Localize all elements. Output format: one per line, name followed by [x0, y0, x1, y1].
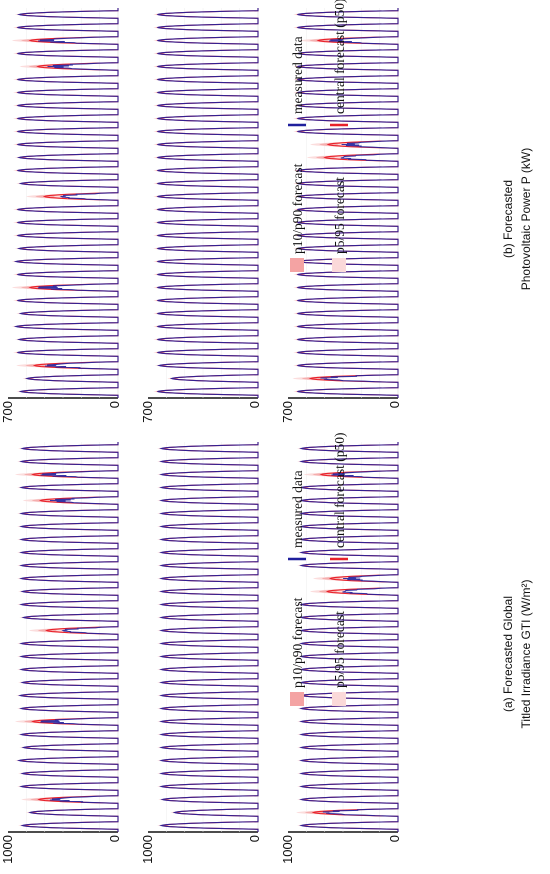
- panel-b-row-1-tick-max: 700: [0, 401, 15, 423]
- legend-b-swatch-p5p95: [332, 258, 346, 272]
- legend-a-item-p10p90: p10/p90 forecast: [290, 597, 305, 706]
- caption-a-line2: Titled Irradiance GTI (W/m²): [519, 580, 533, 729]
- panel-b-row-2: 700 0: [140, 8, 262, 423]
- panel-a-row-3: 1000 0: [280, 442, 402, 864]
- caption-b-line2: Photovoltaic Power P (kW): [519, 148, 533, 291]
- legend-a-swatch-p10p90: [290, 692, 304, 706]
- panel-a-row-2-line-p50: [160, 442, 259, 832]
- panel-a-row-1-tick-max: 1000: [0, 835, 15, 864]
- legend-b-item-p5p95: p5/95 forecast: [332, 177, 347, 272]
- panel-a-row-2-tick-max: 1000: [140, 835, 155, 864]
- legend-a-item-measured: measured data: [288, 470, 306, 561]
- panel-a-row-3-tick-max: 1000: [280, 835, 295, 864]
- panel-b-row-1-tick-min: 0: [107, 401, 122, 408]
- legend-b-item-p50: central forecast (p50): [330, 0, 348, 127]
- panel-a-row-1: 1000 0: [0, 442, 122, 864]
- panel-b-row-2-band-p10p90: [155, 8, 258, 398]
- panel-a-row-1-line-measured: [16, 442, 119, 832]
- panel-a-row-3-line-p50: [300, 442, 399, 832]
- panel-b-row-3: 700 0: [280, 8, 402, 423]
- legend-panel-b: p5/95 forecast p10/p90 forecast central fo…: [288, 0, 348, 272]
- legend-b-item-p10p90: p10/p90 forecast: [290, 163, 305, 272]
- panel-b-pv-power: 700 0 700 0 700 0: [0, 8, 402, 423]
- legend-a-swatch-p5p95: [332, 692, 346, 706]
- panel-b-row-3-line-p50: [296, 8, 399, 398]
- legend-b-label-p50: central forecast (p50): [332, 0, 347, 114]
- panel-a-row-2-band-p5p95: [157, 442, 258, 832]
- panel-b-row-2-band-p5p95: [153, 8, 258, 398]
- panel-a-row-2-tick-min: 0: [247, 835, 262, 842]
- panel-b-row-1: 700 0: [0, 8, 122, 423]
- panel-a-row-3-band-p5p95: [296, 442, 398, 832]
- legend-a-item-p5p95: p5/95 forecast: [332, 611, 347, 706]
- legend-b-swatch-p10p90: [290, 258, 304, 272]
- legend-b-label-p10p90: p10/p90 forecast: [290, 163, 305, 254]
- panel-a-row-3-tick-min: 0: [387, 835, 402, 842]
- panel-b-row-3-tick-max: 700: [280, 401, 295, 423]
- legend-a-label-p10p90: p10/p90 forecast: [290, 597, 305, 688]
- legend-b-label-p5p95: p5/95 forecast: [332, 177, 347, 254]
- panel-a-row-3-band-p10p90: [299, 442, 398, 832]
- legend-a-label-p5p95: p5/95 forecast: [332, 611, 347, 688]
- panel-a-row-2: 1000 0: [140, 442, 262, 864]
- panel-a-row-2-line-measured: [159, 442, 259, 832]
- panel-b-row-1-line-measured: [13, 8, 119, 398]
- panel-a-row-3-line-measured: [299, 442, 399, 832]
- panel-b-row-3-line-measured: [297, 8, 399, 398]
- caption-b-line1: (b) Forecasted: [501, 180, 515, 258]
- panel-a-row-2-band-p10p90: [159, 442, 258, 832]
- panel-b-row-2-line-measured: [156, 8, 259, 398]
- legend-a-label-measured: measured data: [290, 470, 305, 548]
- legend-a-label-p50: central forecast (p50): [332, 433, 347, 548]
- panel-b-row-2-line-p50: [156, 8, 259, 398]
- legend-b-label-measured: measured data: [290, 36, 305, 114]
- panel-b-row-2-tick-max: 700: [140, 401, 155, 423]
- legend-b-item-measured: measured data: [288, 36, 306, 127]
- legend-panel-a: p5/95 forecast p10/p90 forecast central fo…: [288, 433, 348, 706]
- panel-a-irradiance: 1000 0 1000 0 1000 0: [0, 442, 402, 864]
- caption-a-line1: (a) Forecasted Global: [501, 596, 515, 712]
- legend-a-item-p50: central forecast (p50): [330, 433, 348, 561]
- panel-a-row-1-tick-min: 0: [107, 835, 122, 842]
- panel-b-row-2-tick-min: 0: [247, 401, 262, 408]
- panel-b-row-3-tick-min: 0: [387, 401, 402, 408]
